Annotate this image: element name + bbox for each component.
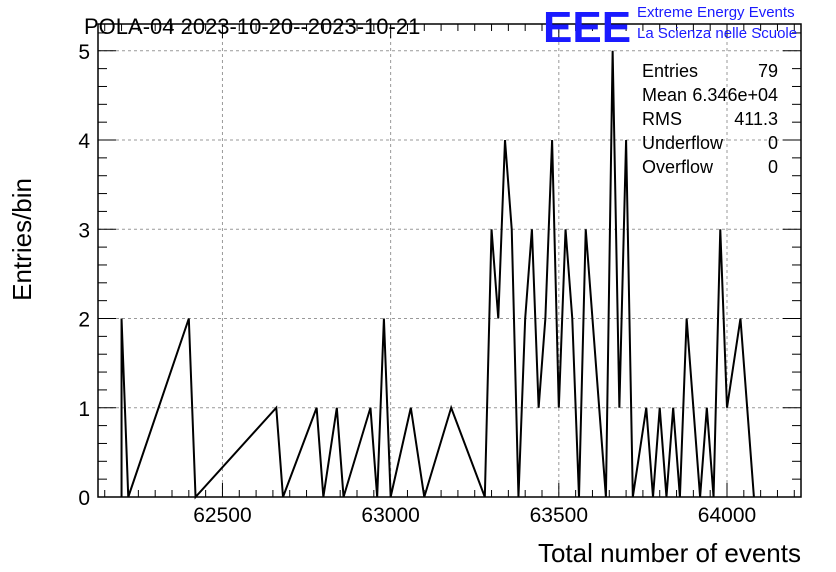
plot-frame: [97, 23, 802, 498]
stat-value: 79: [758, 61, 778, 81]
y-tick-label: 5: [78, 41, 90, 64]
y-axis-title: Entries/bin: [7, 178, 37, 301]
axis-ticks: [98, 24, 801, 498]
x-tick-label: 64000: [698, 504, 756, 527]
stat-value: 0: [768, 133, 778, 153]
x-tick-label: 63500: [530, 504, 588, 527]
eee-logo-mark: EEE: [543, 3, 631, 52]
y-tick-label: 3: [78, 219, 90, 242]
stat-value: 6.346e+04: [692, 85, 778, 105]
y-tick-label: 0: [78, 487, 90, 510]
stats-box: Entries 79 Mean 6.346e+04 RMS 411.3 Underflow 0…: [642, 61, 778, 177]
histogram-outline: [120, 50, 755, 500]
x-axis-title: Total number of events: [538, 538, 801, 568]
y-tick-label: 4: [78, 130, 90, 153]
stat-label: Entries: [642, 61, 698, 81]
stat-label: Overflow: [642, 157, 714, 177]
chart-title: POLA-04 2023-10-20--2023-10-21: [84, 14, 420, 39]
stat-value: 0: [768, 157, 778, 177]
x-tick-label: 62500: [193, 504, 251, 527]
minor-ticks: [98, 24, 801, 497]
stat-label: Underflow: [642, 133, 724, 153]
y-tick-label: 2: [78, 309, 90, 332]
logo-line-2: La Scienza nelle Scuole: [637, 25, 797, 42]
grid-lines: [98, 24, 801, 497]
stat-value: 411.3: [734, 109, 778, 129]
tick-labels: 62500 63000 63500 64000 0 1 2 3 4 5: [78, 41, 756, 527]
stat-label: RMS: [642, 109, 682, 129]
y-tick-label: 1: [78, 398, 90, 421]
stat-label: Mean: [642, 85, 687, 105]
x-tick-label: 63000: [361, 504, 419, 527]
logo-line-1: Extreme Energy Events: [637, 4, 795, 21]
